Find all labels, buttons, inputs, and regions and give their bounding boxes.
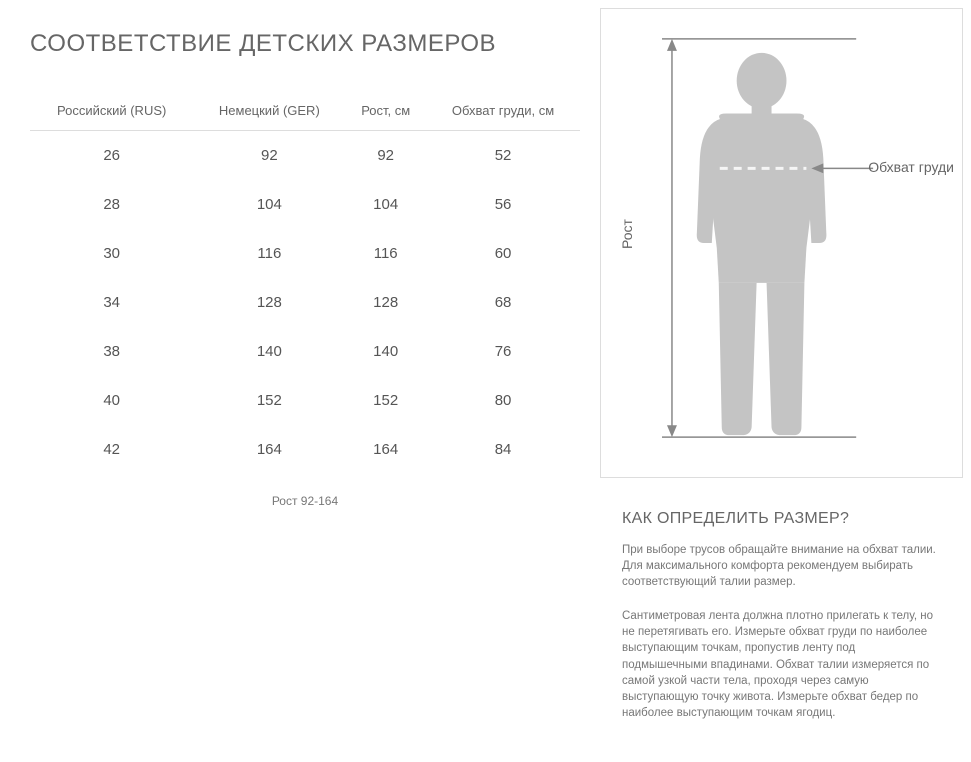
child-silhouette-icon (697, 53, 827, 435)
table-cell: 92 (193, 131, 345, 181)
table-cell: 128 (345, 278, 426, 327)
table-cell: 84 (426, 425, 580, 474)
table-cell: 52 (426, 131, 580, 181)
col-header-chest: Обхват груди, см (426, 93, 580, 131)
col-header-rus: Российский (RUS) (30, 93, 193, 131)
table-cell: 40 (30, 376, 193, 425)
table-cell: 68 (426, 278, 580, 327)
table-footnote: Рост 92-164 (30, 494, 580, 508)
col-header-ger: Немецкий (GER) (193, 93, 345, 131)
info-paragraph-2: Сантиметровая лента должна плотно прилег… (622, 608, 941, 721)
table-cell: 34 (30, 278, 193, 327)
table-row: 4015215280 (30, 376, 580, 425)
info-title: КАК ОПРЕДЕЛИТЬ РАЗМЕР? (622, 510, 941, 528)
table-row: 3814014076 (30, 327, 580, 376)
page-title: СООТВЕТСТВИЕ ДЕТСКИХ РАЗМЕРОВ (30, 30, 580, 58)
table-row: 3412812868 (30, 278, 580, 327)
table-cell: 116 (193, 229, 345, 278)
table-cell: 164 (193, 425, 345, 474)
size-table: Российский (RUS) Немецкий (GER) Рост, см… (30, 93, 580, 474)
info-panel: КАК ОПРЕДЕЛИТЬ РАЗМЕР? При выборе трусов… (600, 490, 963, 759)
table-cell: 164 (345, 425, 426, 474)
table-cell: 76 (426, 327, 580, 376)
table-cell: 116 (345, 229, 426, 278)
table-cell: 128 (193, 278, 345, 327)
measurement-diagram: Обхват груди Рост (600, 8, 963, 478)
table-cell: 56 (426, 180, 580, 229)
table-header-row: Российский (RUS) Немецкий (GER) Рост, см… (30, 93, 580, 131)
info-paragraph-1: При выборе трусов обращайте внимание на … (622, 542, 941, 590)
height-measurement-label: Рост (619, 219, 635, 249)
table-cell: 104 (193, 180, 345, 229)
table-panel: СООТВЕТСТВИЕ ДЕТСКИХ РАЗМЕРОВ Российский… (0, 0, 600, 762)
table-cell: 30 (30, 229, 193, 278)
table-cell: 92 (345, 131, 426, 181)
table-cell: 42 (30, 425, 193, 474)
table-cell: 152 (345, 376, 426, 425)
table-cell: 80 (426, 376, 580, 425)
table-row: 26929252 (30, 131, 580, 181)
col-header-height: Рост, см (345, 93, 426, 131)
table-cell: 26 (30, 131, 193, 181)
table-cell: 104 (345, 180, 426, 229)
table-cell: 28 (30, 180, 193, 229)
table-cell: 38 (30, 327, 193, 376)
size-chart-container: СООТВЕТСТВИЕ ДЕТСКИХ РАЗМЕРОВ Российский… (0, 0, 971, 762)
right-panel: Обхват груди Рост КАК ОПРЕДЕЛИТЬ РАЗМЕР?… (600, 0, 971, 762)
silhouette-svg (601, 9, 962, 477)
chest-measurement-label: Обхват груди (868, 159, 954, 175)
table-row: 3011611660 (30, 229, 580, 278)
table-cell: 140 (193, 327, 345, 376)
table-cell: 60 (426, 229, 580, 278)
table-cell: 152 (193, 376, 345, 425)
table-row: 2810410456 (30, 180, 580, 229)
table-row: 4216416484 (30, 425, 580, 474)
table-cell: 140 (345, 327, 426, 376)
